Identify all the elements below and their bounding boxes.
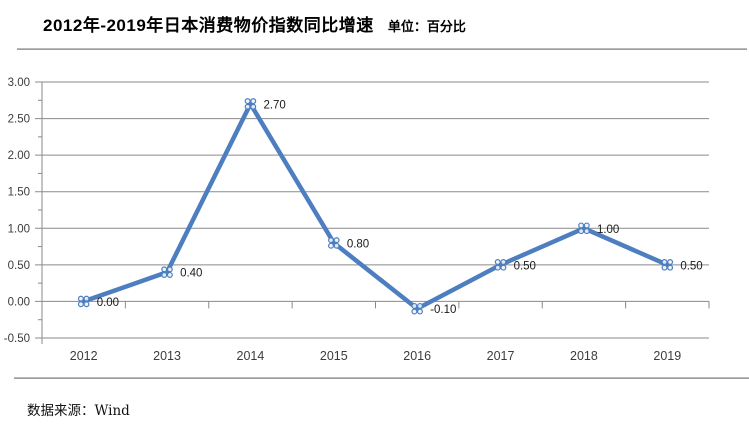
chart-title: 2012年-2019年日本消费物价指数同比增速 xyxy=(43,16,374,35)
data-point-marker xyxy=(328,242,335,249)
data-label: 0.00 xyxy=(97,297,119,309)
y-tick-label: 2.50 xyxy=(8,114,30,126)
data-point-marker xyxy=(328,237,335,244)
data-point-marker xyxy=(333,237,340,244)
data-label: -0.10 xyxy=(430,304,456,316)
data-point-marker xyxy=(161,266,168,273)
x-tick-label: 2015 xyxy=(320,349,348,363)
data-point-marker xyxy=(166,266,173,273)
data-point-marker xyxy=(416,302,423,309)
data-point-marker xyxy=(661,264,668,271)
x-tick-label: 2019 xyxy=(653,349,681,363)
data-point-marker xyxy=(667,264,674,271)
data-point-marker xyxy=(661,259,668,266)
data-point-marker xyxy=(500,264,507,271)
data-point-marker xyxy=(244,103,251,110)
data-point-marker xyxy=(244,98,251,105)
data-point-marker xyxy=(250,98,257,105)
series-line xyxy=(81,99,670,312)
data-label: 0.50 xyxy=(680,260,702,272)
footer-divider xyxy=(14,377,749,379)
data-point-marker xyxy=(583,228,590,235)
y-tick-label: 0.50 xyxy=(8,260,30,272)
data-point-marker xyxy=(83,301,90,308)
data-point-marker xyxy=(667,259,674,266)
header-divider xyxy=(17,48,747,50)
y-tick-label: 1.00 xyxy=(8,223,30,235)
y-tick-label: 2.00 xyxy=(8,150,30,162)
data-label: 2.70 xyxy=(263,99,285,111)
data-point-marker xyxy=(500,259,507,266)
y-tick-label: 1.50 xyxy=(8,187,30,199)
y-tick-label: 0.00 xyxy=(8,296,30,308)
data-point-marker xyxy=(333,242,340,249)
chart-header: 2012年-2019年日本消费物价指数同比增速 单位：百分比 xyxy=(43,11,466,36)
x-tick-label: 2013 xyxy=(153,349,181,363)
data-point-marker xyxy=(416,308,423,315)
data-point-marker xyxy=(583,222,590,229)
data-point-marker xyxy=(77,295,84,302)
data-point-marker xyxy=(161,271,168,278)
data-point-marker xyxy=(166,271,173,278)
data-point-marker xyxy=(411,308,418,315)
chart-unit-label: 单位：百分比 xyxy=(387,19,466,34)
data-point-marker xyxy=(578,222,585,229)
data-label: 0.80 xyxy=(347,238,369,250)
data-label: 0.40 xyxy=(180,268,202,280)
x-tick-label: 2018 xyxy=(570,349,598,363)
data-point-marker xyxy=(494,259,501,266)
data-point-marker xyxy=(250,103,257,110)
data-label: 1.00 xyxy=(597,224,619,236)
x-tick-label: 2016 xyxy=(403,349,431,363)
x-tick-label: 2017 xyxy=(487,349,515,363)
data-label: 0.50 xyxy=(514,260,536,272)
x-tick-label: 2014 xyxy=(237,349,265,363)
y-tick-label: -0.50 xyxy=(4,333,30,345)
data-point-marker xyxy=(77,301,84,308)
data-point-marker xyxy=(411,302,418,309)
data-source: 数据来源：Wind xyxy=(27,403,130,419)
x-tick-label: 2012 xyxy=(70,349,98,363)
data-point-marker xyxy=(83,295,90,302)
data-point-marker xyxy=(578,228,585,235)
y-tick-label: 3.00 xyxy=(8,77,30,89)
data-point-marker xyxy=(494,264,501,271)
